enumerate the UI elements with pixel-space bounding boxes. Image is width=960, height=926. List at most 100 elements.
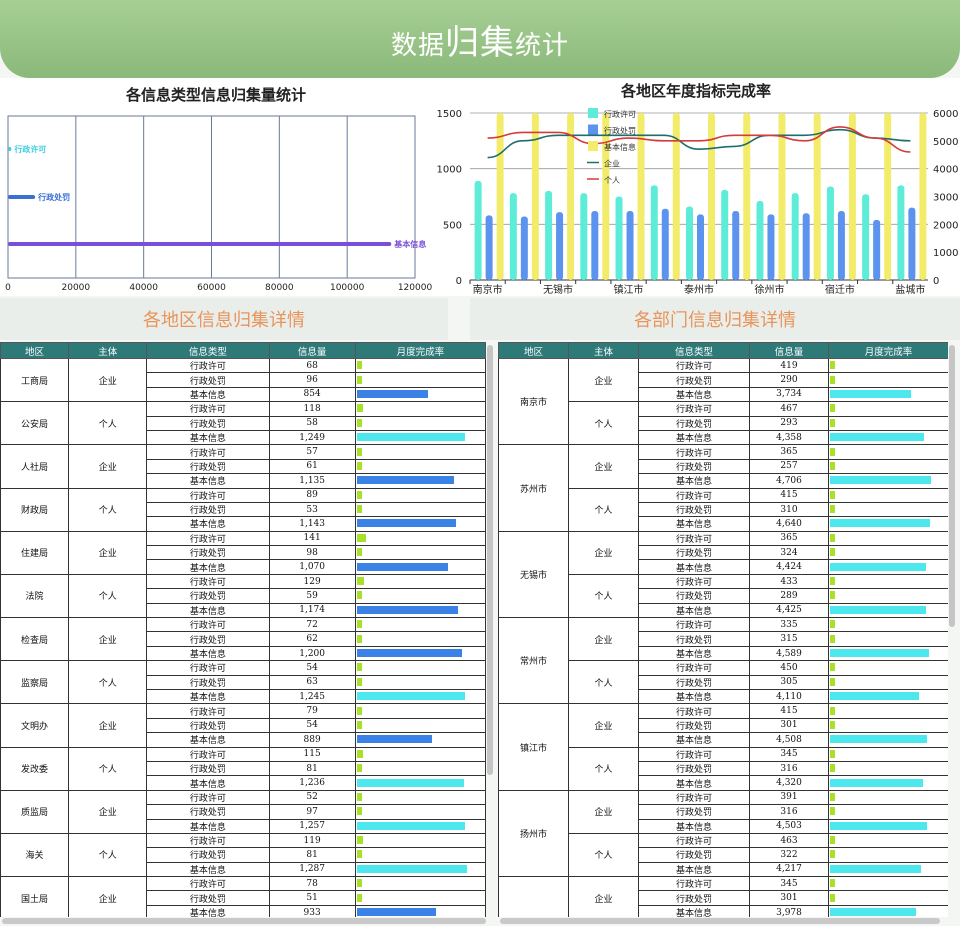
table-row[interactable]: 人社局 企业 行政许可 57 <box>0 444 486 489</box>
table-row[interactable]: 个人 行政许可 450 <box>499 660 948 705</box>
series-bar <box>837 210 845 280</box>
table-row[interactable]: 住建局 企业 行政许可 141 <box>0 530 486 575</box>
table-row[interactable]: 基本信息 854 <box>1 386 486 403</box>
series-bar <box>756 200 764 280</box>
column-header[interactable]: 主体 <box>68 342 148 359</box>
table-row[interactable]: 行政处罚 305 <box>499 674 948 690</box>
info-type-cell: 行政许可 <box>638 487 750 503</box>
completion-rate-cell <box>354 688 486 705</box>
table-row[interactable]: 个人 行政许可 463 <box>499 832 948 878</box>
table-row[interactable]: 企业 行政许可 345 <box>498 876 948 917</box>
table-row[interactable]: 基本信息 1,200 <box>1 645 486 662</box>
table-row[interactable]: 行政处罚 96 <box>1 372 486 388</box>
table-row[interactable]: 行政处罚 322 <box>499 847 948 863</box>
table-row[interactable]: 扬州市 企业 行政许可 391 <box>498 789 948 878</box>
table-row[interactable]: 苏州市 企业 行政许可 365 <box>498 444 948 532</box>
region-table-horizontal-scrollbar[interactable] <box>2 918 486 924</box>
info-count-cell: 57 <box>268 444 356 460</box>
subject-cell: 企业 <box>68 876 148 917</box>
table-row[interactable]: 基本信息 1,135 <box>1 473 486 489</box>
table-row[interactable]: 常州市 企业 行政许可 335 <box>498 617 948 705</box>
table-row[interactable]: 基本信息 4,424 <box>499 559 948 575</box>
column-header[interactable]: 信息类型 <box>638 342 750 359</box>
table-row[interactable]: 行政处罚 301 <box>499 717 948 734</box>
subject-cell: 企业 <box>68 789 148 834</box>
table-row[interactable]: 基本信息 4,217 <box>499 861 948 878</box>
table-row[interactable]: 行政处罚 315 <box>499 631 948 647</box>
completion-rate-cell <box>354 386 486 403</box>
info-count-cell: 59 <box>268 588 356 604</box>
column-header[interactable]: 信息量 <box>268 342 356 359</box>
table-row[interactable]: 国土局 企业 行政许可 78 <box>0 876 486 917</box>
info-count-cell: 129 <box>268 573 356 590</box>
table-row[interactable]: 基本信息 1,249 <box>1 429 486 446</box>
table-row[interactable]: 基本信息 4,425 <box>499 602 948 619</box>
completion-rate-cell <box>354 775 486 791</box>
table-row[interactable]: 行政处罚 61 <box>1 458 486 475</box>
column-header[interactable]: 地区 <box>0 342 70 359</box>
series-bar <box>580 193 588 280</box>
completion-rate-cell <box>828 818 948 834</box>
table-row[interactable]: 基本信息 1,236 <box>1 775 486 791</box>
info-type-cell: 基本信息 <box>146 602 270 619</box>
table-row[interactable]: 行政处罚 81 <box>1 760 486 777</box>
table-row[interactable]: 基本信息 4,503 <box>499 818 948 834</box>
table-row[interactable]: 监察局 个人 行政许可 54 <box>0 660 486 705</box>
table-row[interactable]: 财政局 个人 行政许可 89 <box>0 487 486 532</box>
table-row[interactable]: 个人 行政许可 345 <box>499 746 948 791</box>
table-row[interactable]: 个人 行政许可 415 <box>499 487 948 532</box>
table-row[interactable]: 发改委 个人 行政许可 115 <box>0 746 486 791</box>
info-count-cell: 4,358 <box>749 429 829 446</box>
legend-swatch <box>588 108 598 118</box>
column-header[interactable]: 主体 <box>568 342 639 359</box>
table-row[interactable]: 行政处罚 257 <box>499 458 948 475</box>
x-tick-label: 60000 <box>197 283 226 293</box>
table-row[interactable]: 行政处罚 54 <box>1 717 486 734</box>
table-row[interactable]: 无锡市 企业 行政许可 365 <box>498 530 948 619</box>
left-tick-label: 500 <box>443 220 462 231</box>
completion-rate-cell <box>354 861 486 878</box>
table-row[interactable]: 法院 个人 行政许可 129 <box>0 573 486 619</box>
table-row[interactable]: 基本信息 933 <box>1 904 486 917</box>
completion-rate-cell <box>354 530 486 547</box>
table-row[interactable]: 行政处罚 324 <box>499 545 948 561</box>
department-table-vertical-scrollbar[interactable] <box>949 345 955 627</box>
subject-cell: 个人 <box>568 573 639 619</box>
table-row[interactable]: 行政处罚 59 <box>1 588 486 604</box>
region-table-vertical-scrollbar[interactable] <box>487 345 493 775</box>
table-row[interactable]: 基本信息 1,143 <box>1 516 486 532</box>
column-header[interactable]: 月度完成率 <box>354 342 486 359</box>
table-row[interactable]: 基本信息 1,070 <box>1 559 486 575</box>
table-row[interactable]: 个人 行政许可 433 <box>499 573 948 619</box>
completion-rate-bar <box>830 764 835 773</box>
table-row[interactable]: 检查局 企业 行政许可 72 <box>0 617 486 662</box>
completion-rate-bar <box>830 404 835 413</box>
column-header[interactable]: 信息量 <box>749 342 829 359</box>
completion-rate-bar <box>830 879 835 888</box>
info-count-cell: 4,110 <box>749 688 829 705</box>
table-row[interactable]: 行政处罚 316 <box>499 760 948 777</box>
table-row[interactable]: 行政处罚 97 <box>1 804 486 820</box>
table-row[interactable]: 基本信息 1,174 <box>1 602 486 619</box>
table-row[interactable]: 镇江市 企业 行政许可 415 <box>498 703 948 791</box>
info-count-cell: 316 <box>749 804 829 820</box>
completion-rate-cell <box>828 775 948 791</box>
table-row[interactable]: 基本信息 3,978 <box>499 904 948 917</box>
table-row[interactable]: 文明办 企业 行政许可 79 <box>0 703 486 748</box>
table-row[interactable]: 公安局 个人 行政许可 118 <box>0 401 486 446</box>
table-row[interactable]: 质监局 企业 行政许可 52 <box>0 789 486 834</box>
region-detail-table-container[interactable]: 地区 主体 信息类型 信息量 月度完成率 工商局 企业 行政许可 68 行政处罚 96 基本信息 85… <box>0 342 486 917</box>
column-header[interactable]: 信息类型 <box>146 342 270 359</box>
completion-rate-bar <box>356 778 464 787</box>
department-detail-table-container[interactable]: 地区 主体 信息类型 信息量 月度完成率 南京市 企业 行政许可 419 行政处罚 290 基本信息… <box>498 342 948 917</box>
table-row[interactable]: 海关 个人 行政许可 119 <box>0 832 486 878</box>
table-row[interactable]: 工商局 企业 行政许可 68 <box>0 357 486 403</box>
table-row[interactable]: 行政处罚 310 <box>499 501 948 518</box>
column-header[interactable]: 地区 <box>498 342 569 359</box>
table-row[interactable]: 基本信息 4,110 <box>499 688 948 705</box>
region-cell: 质监局 <box>0 789 70 834</box>
column-header[interactable]: 月度完成率 <box>828 342 948 359</box>
department-table-horizontal-scrollbar[interactable] <box>500 918 940 924</box>
table-row[interactable]: 南京市 企业 行政许可 419 <box>498 357 948 446</box>
info-type-cell: 行政处罚 <box>638 760 750 777</box>
